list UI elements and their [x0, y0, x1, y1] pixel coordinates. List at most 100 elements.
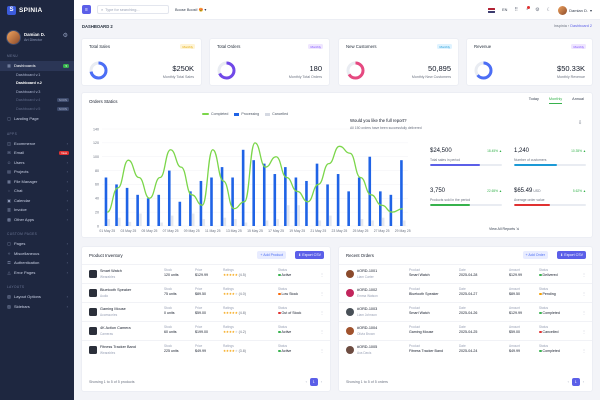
- menu-toggle-button[interactable]: ≡: [82, 5, 91, 14]
- product-name[interactable]: 4K Action Camera: [100, 326, 131, 330]
- add-order-button[interactable]: + Add Order: [522, 251, 548, 259]
- prev-page-icon[interactable]: ‹: [567, 380, 569, 384]
- more-icon[interactable]: ⋮: [582, 291, 586, 296]
- table-row[interactable]: #ORD-1004 Olivia Brown Product Gaming Mouse…: [339, 321, 592, 340]
- orders-pagination: ‹ 1 ›: [568, 378, 584, 386]
- more-icon[interactable]: ⋮: [320, 272, 324, 277]
- order-id[interactable]: #ORD-1002: [357, 288, 378, 292]
- sidebar-item-dashboards[interactable]: ▦ Dashboards 5: [0, 61, 74, 71]
- date-value: 2025-04-28: [459, 273, 478, 277]
- grid-icon[interactable]: ⠿: [514, 7, 519, 13]
- tab-monthly[interactable]: Monthly: [548, 97, 563, 104]
- status-dot: [278, 330, 281, 334]
- view-all-reports-link[interactable]: View All Reports ⇲: [489, 227, 520, 231]
- sidebar-item-landing[interactable]: ▢ Landing Page: [0, 114, 74, 124]
- next-page-icon[interactable]: ›: [320, 380, 322, 384]
- sidebar-subitem[interactable]: Dashboard v.1: [0, 71, 74, 80]
- stat-value: $250K: [172, 64, 194, 73]
- sidebar-item-projects[interactable]: ▤ Projects ›: [0, 167, 74, 177]
- table-row[interactable]: Smart Watch Wearables Stock 120 units Price $…: [82, 264, 330, 283]
- sidebar-item-chat[interactable]: ◌ Chat ›: [0, 186, 74, 196]
- search-input[interactable]: ⌕ Type for searching...: [97, 5, 169, 14]
- sidebar-subitem[interactable]: Dashboard v.5 SOON: [0, 105, 74, 114]
- sidebar-subitem[interactable]: Dashboard v.3: [0, 88, 74, 97]
- tab-today[interactable]: Today: [528, 97, 539, 101]
- export-csv-button[interactable]: ⬇ Export CSV: [295, 251, 324, 259]
- sidebar-item-pages[interactable]: ▢ Pages ›: [0, 239, 74, 249]
- table-row[interactable]: 4K Action Camera Cameras Stock 60 units Pric…: [82, 321, 330, 340]
- legend-item[interactable]: Cancelled: [265, 112, 288, 116]
- gear-icon[interactable]: ⚙: [62, 33, 68, 39]
- sidebar-item-miscellaneous[interactable]: ✧ Miscellaneous ›: [0, 249, 74, 259]
- sidebar-subitem[interactable]: Dashboard v.2: [0, 79, 74, 88]
- profile[interactable]: Damian D. Art Director ⚙: [0, 28, 74, 46]
- table-row[interactable]: Fitness Tracker Band Wearables Stock 225 un…: [82, 340, 330, 359]
- sidebar-item-ecommerce[interactable]: ◫ Ecommerce ›: [0, 139, 74, 149]
- y-tick-label: 80: [95, 169, 99, 173]
- product-name[interactable]: Smart Watch: [100, 269, 122, 273]
- download-icon[interactable]: ⇩: [578, 120, 583, 126]
- order-id[interactable]: #ORD-1001: [357, 269, 378, 273]
- order-id[interactable]: #ORD-1004: [357, 326, 378, 330]
- legend-item[interactable]: Completed: [202, 112, 228, 116]
- more-icon[interactable]: ⋮: [320, 329, 324, 334]
- bell-icon[interactable]: ◔: [525, 6, 531, 13]
- language-label[interactable]: EN: [502, 8, 508, 12]
- sidebar-item-users[interactable]: ☺ Users ›: [0, 158, 74, 168]
- table-row[interactable]: Gaming Mouse Accessories Stock 0 units Price…: [82, 302, 330, 321]
- sidebar-item-layout-options[interactable]: ▧ Layout Options ›: [0, 292, 74, 302]
- sidebar-item-authentication[interactable]: ⚿ Authentication ›: [0, 258, 74, 268]
- tab-annual[interactable]: Annual: [572, 97, 584, 101]
- product-name[interactable]: Fitness Tracker Band: [100, 345, 136, 349]
- grid-icon: ▩: [7, 216, 11, 222]
- table-row[interactable]: #ORD-1005 Ava Davis Product Fitness Tracker…: [339, 340, 592, 359]
- more-icon[interactable]: ⋮: [320, 310, 324, 315]
- star-rating: ★★★★★: [223, 311, 238, 315]
- sidebar-item-other-apps[interactable]: ▩ Other Apps ›: [0, 215, 74, 225]
- legend-item[interactable]: Processing: [234, 112, 259, 116]
- product-name[interactable]: Bluetooth Speaker: [100, 288, 132, 292]
- sidebar-item-sidebars[interactable]: ▨ Sidebars ›: [0, 302, 74, 312]
- page-button[interactable]: 1: [571, 378, 580, 386]
- more-icon[interactable]: ⋮: [320, 291, 324, 296]
- sidebar-item-email[interactable]: ✉ Email New: [0, 148, 74, 158]
- boost-dropdown[interactable]: Boose Boost! 😍 ▾: [175, 7, 206, 13]
- brand-name: SPINIA: [19, 6, 43, 14]
- more-icon[interactable]: ⋮: [582, 310, 586, 315]
- sidebar-item-file-manager[interactable]: ▦ File Manager ›: [0, 177, 74, 187]
- prev-page-icon[interactable]: ‹: [305, 380, 307, 384]
- amount-value: $89.50: [509, 292, 520, 296]
- add-product-button[interactable]: + Add Product: [257, 251, 286, 259]
- bar-processing: [136, 194, 139, 226]
- next-page-icon[interactable]: ›: [582, 380, 584, 384]
- order-id[interactable]: #ORD-1003: [357, 307, 378, 311]
- more-icon[interactable]: ⋮: [582, 348, 586, 353]
- report-kpi: 3,750 22.65% ▲ Products sold in the period: [430, 188, 502, 206]
- moon-icon[interactable]: ☾: [546, 7, 552, 13]
- user-menu[interactable]: Damian D. ▾: [558, 5, 592, 15]
- product-name[interactable]: Gaming Mouse: [100, 307, 126, 311]
- breadcrumb-home[interactable]: Inspinia: [553, 24, 567, 28]
- customer-name: Emma Watson: [357, 294, 378, 298]
- settings-icon[interactable]: ⚙: [535, 7, 540, 13]
- table-row[interactable]: Bluetooth Speaker Audio Stock 75 units Price…: [82, 283, 330, 302]
- more-icon[interactable]: ⋮: [320, 348, 324, 353]
- sidebar-subitem[interactable]: Dashboard v.4 SOON: [0, 96, 74, 105]
- amount-value: $49.99: [509, 349, 520, 353]
- table-row[interactable]: #ORD-1001 Liam Carter Product Smart Watch Da…: [339, 264, 592, 283]
- sidebar-item-invoice[interactable]: ▥ Invoice ›: [0, 205, 74, 215]
- order-id[interactable]: #ORD-1005: [357, 345, 378, 349]
- export-csv-button[interactable]: ⬇ Export CSV: [557, 251, 586, 259]
- more-icon[interactable]: ⋮: [582, 329, 586, 334]
- flag-icon[interactable]: [488, 7, 496, 13]
- more-icon[interactable]: ⋮: [582, 272, 586, 277]
- bar-cancelled: [265, 220, 269, 226]
- table-row[interactable]: #ORD-1002 Emma Watson Product Bluetooth Spe…: [339, 283, 592, 302]
- sidebar-item-error-pages[interactable]: △ Error Pages ›: [0, 268, 74, 278]
- breadcrumb: Inspinia › Dashboard 2: [554, 24, 592, 28]
- table-row[interactable]: #ORD-1003 Liam Johnson Product Smart Watch D…: [339, 302, 592, 321]
- page-button[interactable]: 1: [309, 378, 318, 386]
- status-badge: Cancelled: [539, 330, 558, 334]
- brand[interactable]: S SPINIA: [0, 0, 74, 20]
- sidebar-item-calendar[interactable]: ▣ Calendar ›: [0, 196, 74, 206]
